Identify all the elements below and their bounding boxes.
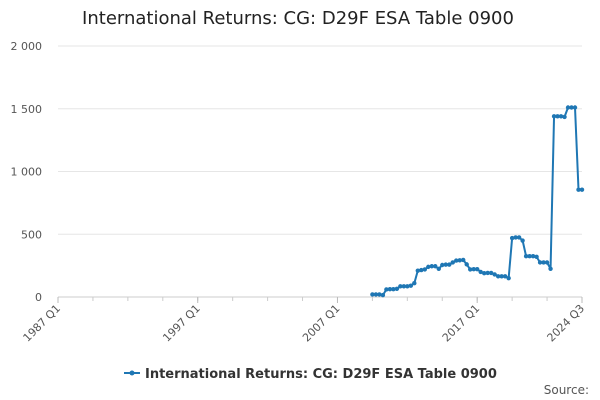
- data-point[interactable]: [401, 284, 407, 289]
- y-tick-label: 0: [35, 291, 42, 304]
- data-point[interactable]: [394, 286, 400, 292]
- data-point[interactable]: [387, 287, 393, 292]
- data-point[interactable]: [468, 267, 473, 272]
- data-point[interactable]: [544, 260, 550, 265]
- data-point[interactable]: [464, 262, 469, 267]
- data-point[interactable]: [502, 274, 508, 279]
- data-point[interactable]: [433, 264, 438, 269]
- data-point[interactable]: [534, 254, 539, 260]
- data-point[interactable]: [499, 274, 504, 279]
- data-point[interactable]: [429, 264, 434, 269]
- data-point[interactable]: [551, 114, 557, 119]
- legend-marker-swatch: [129, 370, 135, 376]
- y-tick-label: 1 000: [11, 166, 43, 179]
- axes: 0 500 1 000 1 500 2 000 1987 Q1 1997 Q1 2007 Q1…: [11, 40, 588, 344]
- data-point[interactable]: [523, 254, 529, 259]
- grid-lines: [58, 45, 582, 235]
- data-point[interactable]: [576, 187, 581, 192]
- data-point[interactable]: [530, 254, 536, 259]
- data-point[interactable]: [370, 292, 375, 297]
- data-point[interactable]: [488, 270, 494, 276]
- data-point[interactable]: [485, 270, 490, 276]
- data-point[interactable]: [492, 272, 497, 277]
- data-point[interactable]: [495, 274, 501, 279]
- series-layer: [370, 105, 585, 298]
- data-point[interactable]: [384, 287, 389, 292]
- data-point[interactable]: [509, 235, 515, 241]
- data-point[interactable]: [558, 114, 564, 119]
- legend-label: International Returns: CG: D29F ESA Tabl…: [145, 367, 497, 382]
- legend[interactable]: International Returns: CG: D29F ESA Tabl…: [124, 367, 497, 382]
- data-point[interactable]: [412, 280, 417, 286]
- data-point[interactable]: [513, 235, 518, 240]
- data-point[interactable]: [548, 266, 553, 271]
- y-tick-label: 2 000: [11, 40, 43, 53]
- data-point[interactable]: [447, 262, 452, 267]
- data-point[interactable]: [426, 264, 431, 270]
- data-point[interactable]: [398, 284, 403, 289]
- data-point[interactable]: [440, 262, 445, 268]
- data-point[interactable]: [373, 292, 379, 297]
- data-point[interactable]: [457, 258, 462, 263]
- data-point[interactable]: [506, 275, 511, 281]
- data-point[interactable]: [377, 292, 382, 297]
- data-point[interactable]: [565, 105, 571, 110]
- data-point[interactable]: [520, 238, 525, 243]
- data-point[interactable]: [478, 269, 483, 275]
- data-point[interactable]: [443, 262, 448, 267]
- x-tick-label: 2007 Q1: [300, 302, 343, 345]
- data-point[interactable]: [454, 258, 459, 263]
- data-point[interactable]: [422, 267, 427, 272]
- x-tick-label: 2024 Q3: [545, 302, 588, 345]
- data-point[interactable]: [405, 284, 410, 289]
- data-point[interactable]: [419, 267, 424, 273]
- data-point[interactable]: [569, 105, 574, 110]
- data-point[interactable]: [541, 260, 546, 265]
- x-tick-label: 1997 Q1: [160, 302, 203, 345]
- source-label: Source:: [544, 383, 589, 397]
- y-tick-label: 1 500: [11, 103, 43, 116]
- data-point[interactable]: [436, 266, 441, 271]
- x-tick-label: 2017 Q1: [440, 302, 483, 345]
- data-point[interactable]: [555, 114, 560, 119]
- data-point[interactable]: [527, 254, 532, 259]
- data-point[interactable]: [415, 268, 421, 273]
- data-point[interactable]: [408, 283, 414, 288]
- data-point[interactable]: [461, 257, 466, 263]
- data-point[interactable]: [579, 187, 585, 192]
- data-point[interactable]: [572, 105, 578, 110]
- data-point[interactable]: [380, 292, 386, 298]
- data-point[interactable]: [481, 270, 487, 276]
- data-point[interactable]: [537, 260, 543, 265]
- data-point[interactable]: [450, 260, 455, 265]
- data-point[interactable]: [562, 114, 567, 120]
- data-point[interactable]: [516, 235, 522, 240]
- data-point[interactable]: [471, 266, 476, 272]
- data-point[interactable]: [475, 266, 480, 272]
- data-point[interactable]: [391, 287, 396, 292]
- x-tick-label: 1987 Q1: [21, 302, 64, 345]
- chart-title: International Returns: CG: D29F ESA Tabl…: [82, 8, 514, 29]
- y-tick-label: 500: [21, 228, 42, 241]
